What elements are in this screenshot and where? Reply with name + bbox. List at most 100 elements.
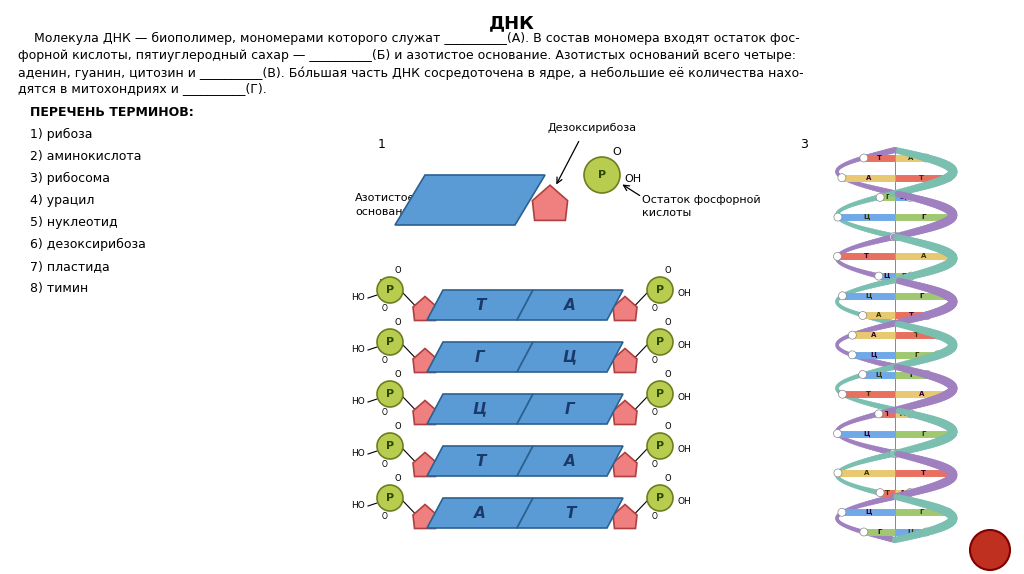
Polygon shape: [427, 290, 534, 320]
Circle shape: [943, 292, 951, 300]
Text: O: O: [382, 408, 388, 417]
Circle shape: [377, 433, 403, 459]
Circle shape: [874, 272, 883, 280]
Text: Т: Т: [921, 470, 926, 476]
Text: P: P: [656, 493, 664, 503]
Circle shape: [907, 272, 915, 280]
Circle shape: [907, 410, 915, 418]
Circle shape: [834, 469, 842, 477]
Text: P: P: [656, 389, 664, 399]
Circle shape: [838, 509, 846, 517]
Text: O: O: [612, 147, 622, 157]
Text: Ц: Ц: [473, 401, 487, 417]
Text: O: O: [382, 460, 388, 469]
Polygon shape: [427, 446, 534, 476]
Circle shape: [859, 312, 866, 320]
Text: Г: Г: [920, 293, 924, 299]
Circle shape: [890, 232, 898, 241]
Text: Т: Т: [475, 453, 485, 468]
Text: Т: Т: [565, 506, 575, 521]
Circle shape: [848, 331, 856, 339]
Text: Ц: Ц: [884, 273, 890, 279]
Circle shape: [924, 371, 931, 378]
Text: Г: Г: [901, 273, 905, 279]
Text: Г: Г: [909, 371, 913, 378]
Polygon shape: [427, 498, 534, 528]
Text: А: А: [900, 490, 905, 495]
Circle shape: [874, 410, 883, 418]
Text: 1: 1: [378, 138, 386, 151]
Circle shape: [944, 509, 952, 517]
Text: 3: 3: [800, 138, 808, 151]
Polygon shape: [413, 348, 437, 373]
Text: Ц: Ц: [876, 371, 882, 378]
Text: Г: Г: [878, 529, 882, 535]
Circle shape: [839, 390, 847, 398]
Text: O: O: [382, 512, 388, 521]
Text: А: А: [892, 234, 897, 240]
Circle shape: [948, 429, 956, 437]
Text: P: P: [386, 389, 394, 399]
Text: Т: Т: [893, 234, 898, 240]
Text: ДНК: ДНК: [489, 14, 535, 32]
Text: Ц: Ц: [893, 450, 899, 456]
Circle shape: [859, 371, 866, 378]
Text: O: O: [382, 356, 388, 365]
Text: O: O: [382, 304, 388, 313]
Circle shape: [860, 154, 868, 162]
Text: 2: 2: [378, 278, 386, 291]
Polygon shape: [413, 505, 437, 529]
Text: O: O: [394, 422, 401, 431]
Circle shape: [834, 213, 842, 221]
Text: O: O: [394, 318, 401, 327]
Text: Т: Т: [866, 391, 871, 397]
Text: HO: HO: [351, 293, 365, 302]
Text: HO: HO: [351, 449, 365, 459]
Circle shape: [647, 277, 673, 303]
Text: HO: HO: [351, 346, 365, 355]
Text: P: P: [656, 441, 664, 451]
Text: Т: Т: [913, 332, 919, 338]
Text: Т: Т: [920, 174, 924, 181]
Circle shape: [934, 331, 942, 339]
Circle shape: [877, 488, 884, 497]
Circle shape: [647, 381, 673, 407]
Text: Ц: Ц: [865, 293, 871, 299]
Text: Азотистое
основание: Азотистое основание: [355, 193, 417, 217]
Circle shape: [906, 488, 913, 497]
Circle shape: [377, 329, 403, 355]
Text: форной кислоты, пятиуглеродный сахар — __________(Б) и азотистое основание. Азот: форной кислоты, пятиуглеродный сахар — _…: [18, 49, 796, 62]
Text: OH: OH: [677, 289, 691, 298]
Text: OH: OH: [677, 342, 691, 351]
Polygon shape: [613, 401, 637, 425]
Text: Г: Г: [920, 509, 924, 515]
Polygon shape: [395, 175, 545, 225]
Text: Т: Т: [877, 155, 882, 161]
Circle shape: [834, 429, 842, 437]
Text: HO: HO: [351, 502, 365, 510]
Text: 3) рибосома: 3) рибосома: [30, 172, 110, 185]
Text: Т: Т: [908, 312, 913, 319]
Circle shape: [934, 351, 942, 359]
Text: А: А: [877, 312, 882, 319]
Circle shape: [877, 193, 884, 201]
Circle shape: [377, 381, 403, 407]
Text: Ц: Ц: [865, 509, 871, 515]
Text: Молекула ДНК — биополимер, мономерами которого служат __________(А). В состав мо: Молекула ДНК — биополимер, мономерами ко…: [18, 32, 800, 45]
Polygon shape: [613, 348, 637, 373]
Text: P: P: [386, 285, 394, 295]
Text: Т: Т: [475, 297, 485, 312]
Text: Т: Т: [885, 411, 890, 417]
Text: 2) аминокислота: 2) аминокислота: [30, 150, 141, 163]
Circle shape: [647, 329, 673, 355]
Polygon shape: [427, 342, 534, 372]
Text: O: O: [665, 266, 672, 275]
Text: O: O: [652, 304, 658, 313]
Text: P: P: [386, 493, 394, 503]
Circle shape: [377, 485, 403, 511]
Circle shape: [892, 449, 900, 457]
Polygon shape: [517, 342, 623, 372]
Text: ПЕРЕЧЕНЬ ТЕРМИНОВ:: ПЕРЕЧЕНЬ ТЕРМИНОВ:: [30, 106, 194, 119]
Text: Ц: Ц: [899, 195, 905, 200]
Text: O: O: [665, 422, 672, 431]
